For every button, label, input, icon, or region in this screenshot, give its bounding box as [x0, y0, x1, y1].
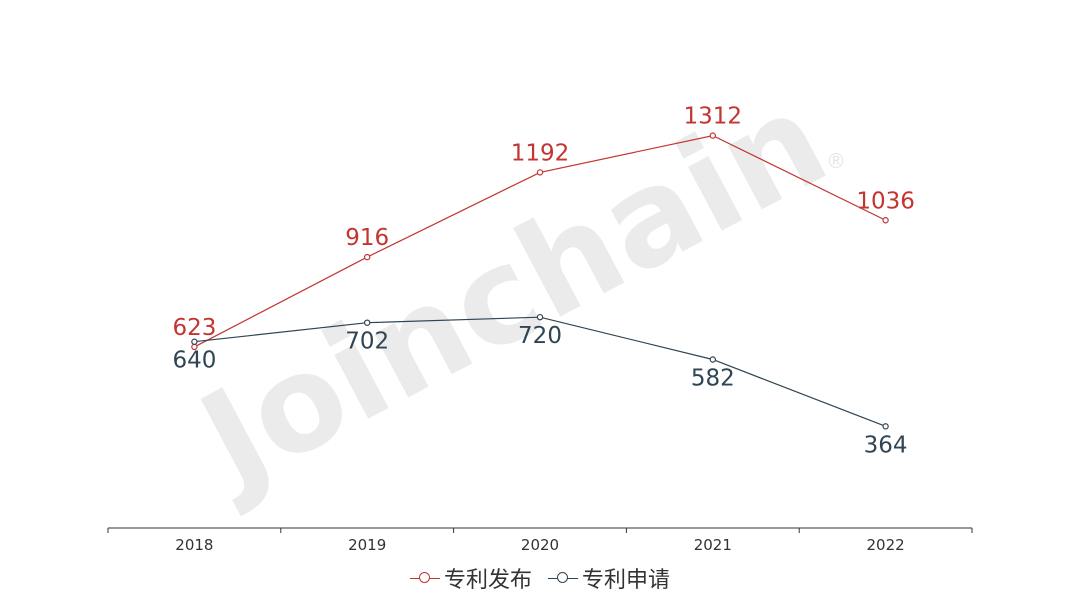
data-label: 1312 — [684, 104, 743, 130]
data-label: 623 — [172, 315, 216, 341]
data-label: 916 — [345, 225, 389, 251]
x-tick-label: 2022 — [867, 536, 905, 554]
legend-label-apply: 专利申请 — [582, 568, 671, 593]
x-tick-label: 2018 — [175, 536, 213, 554]
x-tick-label: 2020 — [521, 536, 559, 554]
data-label: 1036 — [856, 188, 915, 214]
data-point[interactable] — [709, 132, 717, 139]
data-point[interactable] — [882, 217, 889, 224]
x-tick-label: 2019 — [348, 536, 386, 554]
watermark-registered-icon: ® — [826, 149, 846, 173]
watermark: Joinchain — [171, 63, 850, 522]
x-tick-label: 2021 — [694, 536, 732, 554]
legend: 专利发布 专利申请 — [0, 562, 1080, 594]
data-point[interactable] — [882, 423, 889, 430]
data-point[interactable] — [364, 319, 371, 326]
data-point[interactable] — [536, 169, 544, 176]
data-point[interactable] — [364, 253, 371, 261]
data-point[interactable] — [191, 338, 198, 345]
data-point[interactable] — [709, 356, 717, 363]
data-label: 702 — [345, 329, 389, 355]
legend-item-apply[interactable]: 专利申请 — [548, 562, 670, 594]
legend-item-publish[interactable]: 专利发布 — [409, 562, 532, 594]
legend-marker-publish-icon — [409, 571, 440, 585]
data-label: 582 — [691, 366, 735, 392]
data-label: 640 — [172, 348, 216, 374]
legend-marker-apply-icon — [548, 571, 578, 585]
data-point[interactable] — [536, 313, 544, 321]
legend-label-publish: 专利发布 — [443, 568, 532, 593]
data-label: 720 — [518, 323, 562, 349]
data-label: 1192 — [511, 140, 570, 166]
data-label: 364 — [864, 432, 908, 458]
